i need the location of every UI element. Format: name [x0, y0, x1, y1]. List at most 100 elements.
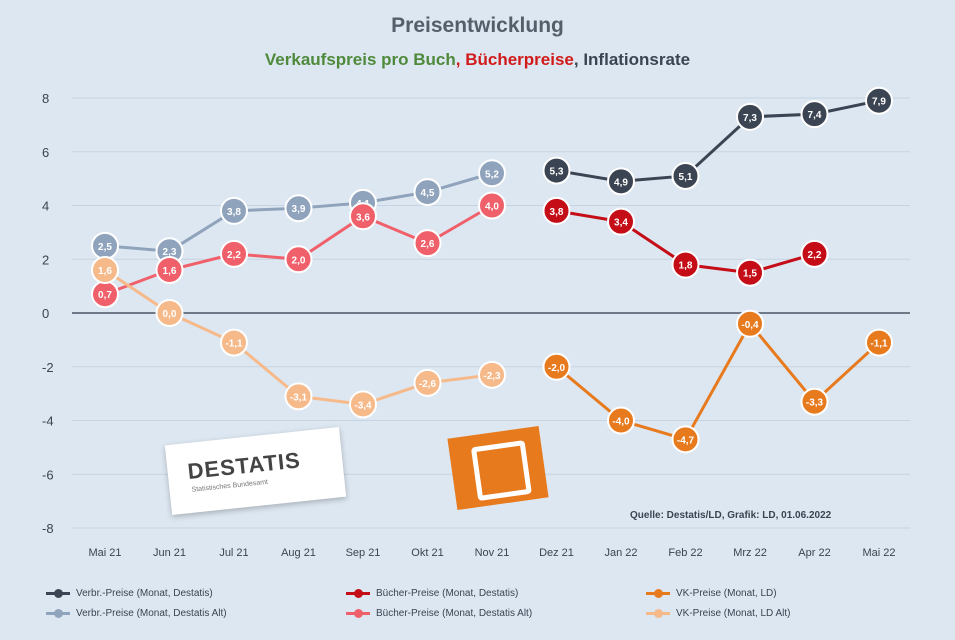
- data-label: 7,4: [808, 110, 822, 121]
- series-line: [556, 99, 880, 183]
- data-point: [91, 256, 119, 284]
- data-point: [284, 245, 313, 274]
- data-label: 5,1: [679, 172, 693, 183]
- data-label: 1,6: [98, 266, 112, 277]
- legend-item: Bücher-Preise (Monat, Destatis Alt): [346, 608, 532, 619]
- data-label: 7,9: [872, 97, 886, 108]
- data-label: 3,8: [550, 207, 564, 218]
- data-label: 2,2: [808, 250, 822, 261]
- chart-title: Preisentwicklung: [391, 14, 564, 37]
- data-point: [800, 387, 829, 416]
- data-label: 1,5: [743, 269, 757, 280]
- data-point: [671, 250, 700, 279]
- x-tick-label: Sep 21: [346, 547, 381, 559]
- x-tick-label: Apr 22: [798, 547, 830, 559]
- legend-swatch: [46, 609, 70, 618]
- y-tick-label: 8: [42, 91, 49, 106]
- data-point: [671, 425, 700, 454]
- data-label: 3,9: [292, 204, 306, 215]
- subtitle-green: Verkaufspreis pro Buch: [264, 50, 456, 69]
- x-tick-label: Aug 21: [281, 547, 316, 559]
- data-label: -3,3: [806, 398, 824, 409]
- data-label: 3,4: [614, 218, 628, 229]
- data-point: [736, 102, 764, 131]
- ld-logo: [447, 425, 549, 511]
- legend-label: VK-Preise (Monat, LD): [676, 588, 777, 599]
- x-tick-label: Mai 21: [88, 547, 121, 559]
- data-label: -1,1: [870, 339, 888, 350]
- legend-swatch: [646, 589, 670, 598]
- data-point: [865, 328, 893, 357]
- data-label: -2,6: [419, 379, 437, 390]
- data-label: 0,7: [98, 290, 112, 301]
- data-point: [800, 239, 829, 268]
- legend-swatch: [646, 609, 670, 618]
- chart-subtitle: Verkaufspreis pro Buch, Bücherpreise, In…: [264, 50, 691, 69]
- data-label: 4,5: [421, 188, 435, 199]
- legend-swatch: [346, 609, 370, 618]
- x-tick-label: Feb 22: [668, 547, 702, 559]
- legend-item: Verbr.-Preise (Monat, Destatis): [46, 588, 213, 599]
- legend-swatch: [46, 589, 70, 598]
- data-point: [220, 239, 248, 268]
- x-tick-label: Dez 21: [539, 547, 574, 559]
- legend-label: VK-Preise (Monat, LD Alt): [676, 608, 791, 619]
- y-tick-label: 0: [42, 306, 49, 321]
- data-label: -1,1: [225, 339, 243, 350]
- source-note: Quelle: Destatis/LD, Grafik: LD, 01.06.2…: [630, 510, 832, 521]
- x-tick-label: Jul 21: [219, 547, 248, 559]
- y-tick-label: 2: [42, 252, 49, 267]
- data-point: [542, 156, 571, 185]
- data-point: [865, 86, 893, 115]
- data-point: [478, 191, 506, 220]
- data-point: [284, 382, 313, 411]
- ld-logo-mark: [470, 440, 532, 502]
- data-label: 0,0: [163, 309, 177, 320]
- data-label: -2,3: [483, 371, 501, 382]
- legend-label: Verbr.-Preise (Monat, Destatis Alt): [76, 608, 227, 619]
- data-label: 2,0: [292, 255, 306, 266]
- data-label: -3,1: [290, 392, 308, 403]
- y-tick-label: -4: [42, 414, 54, 429]
- data-label: 5,3: [550, 167, 564, 178]
- y-tick-label: -8: [42, 521, 54, 536]
- data-point: [671, 161, 700, 190]
- data-point: [800, 100, 829, 129]
- legend-label: Bücher-Preise (Monat, Destatis Alt): [376, 608, 533, 619]
- data-point: [413, 178, 442, 207]
- data-label: 3,8: [227, 207, 241, 218]
- data-point: [220, 328, 248, 357]
- data-point: [542, 196, 571, 225]
- data-label: 1,8: [679, 261, 693, 272]
- data-label: 2,2: [227, 250, 241, 261]
- data-label: 4,9: [614, 177, 628, 188]
- data-label: 3,6: [356, 212, 370, 223]
- data-point: [478, 159, 506, 188]
- data-point: [155, 299, 184, 327]
- legend-label: Bücher-Preise (Monat, Destatis): [376, 588, 519, 599]
- legend-item: Verbr.-Preise (Monat, Destatis Alt): [46, 608, 227, 619]
- data-point: [607, 207, 635, 236]
- data-point: [413, 229, 442, 258]
- data-point: [607, 167, 635, 196]
- subtitle-dark: Inflationsrate: [583, 50, 691, 69]
- x-tick-label: Jan 22: [604, 547, 637, 559]
- y-tick-label: -6: [42, 467, 54, 482]
- legend-label: Verbr.-Preise (Monat, Destatis): [76, 588, 213, 599]
- x-tick-label: Jun 21: [153, 547, 186, 559]
- data-label: -3,4: [354, 400, 372, 411]
- legend-item: Bücher-Preise (Monat, Destatis): [346, 588, 518, 599]
- data-point: [736, 309, 764, 338]
- y-tick-label: -2: [42, 360, 54, 375]
- data-point: [349, 390, 377, 419]
- data-label: 2,3: [163, 247, 177, 258]
- legend-item: VK-Preise (Monat, LD Alt): [646, 608, 790, 619]
- data-point: [542, 352, 571, 381]
- data-label: -4,7: [677, 435, 695, 446]
- data-point: [284, 194, 313, 223]
- series-line: [555, 321, 881, 442]
- data-point: [220, 196, 248, 225]
- data-label: -4,0: [612, 417, 630, 428]
- data-label: 1,6: [163, 266, 177, 277]
